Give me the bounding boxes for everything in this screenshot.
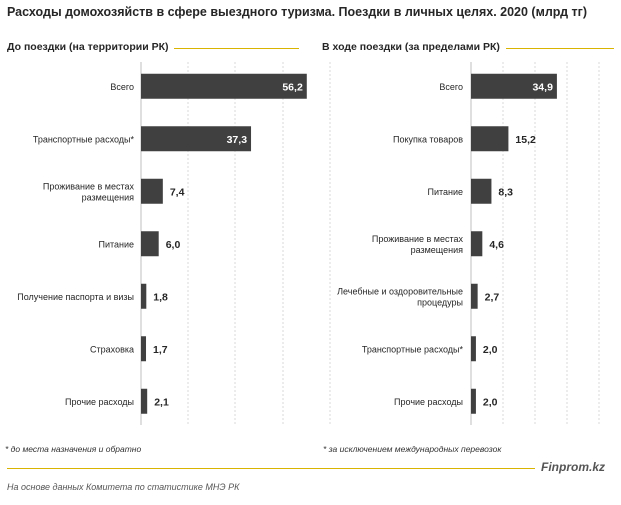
left-bar (141, 178, 163, 204)
left-category-label: Всего (110, 82, 134, 92)
left-category-label: Проживание в местах (43, 181, 135, 191)
left-panel-title: До поездки (на территории РК) (7, 41, 175, 53)
left-category-label: Транспортные расходы* (33, 134, 135, 144)
right-value-label: 34,9 (532, 81, 553, 93)
right-panel-title: В ходе поездки (за пределами РК) (322, 41, 506, 53)
right-category-label: Лечебные и оздоровительные (337, 286, 463, 296)
left-value-label: 37,3 (227, 134, 248, 146)
right-value-label: 15,2 (515, 134, 536, 146)
right-category-label: Проживание в местах (372, 234, 464, 244)
left-bar (141, 283, 147, 309)
brand-label: Finprom.kz (541, 460, 606, 474)
source-divider (7, 468, 535, 469)
left-value-label: 2,1 (154, 396, 169, 408)
left-bar (141, 388, 148, 414)
left-bar (141, 336, 147, 362)
source-note: На основе данных Комитета по статистике … (7, 482, 240, 492)
left-bar (141, 126, 252, 152)
left-value-label: 7,4 (170, 186, 185, 198)
left-category-label: Получение паспорта и визы (17, 292, 134, 302)
right-bar (471, 73, 557, 99)
right-category-label: Прочие расходы (394, 397, 463, 407)
right-category-label: Покупка товаров (393, 134, 463, 144)
right-value-label: 2,0 (483, 396, 498, 408)
right-value-label: 2,0 (483, 344, 498, 356)
right-bar (471, 126, 509, 152)
right-bar (471, 283, 478, 309)
right-category-label: Всего (439, 82, 463, 92)
chart-title: Расходы домохозяйств в сфере выездного т… (7, 5, 588, 19)
left-bar (141, 73, 307, 99)
left-bar (141, 231, 159, 257)
right-bar (471, 178, 492, 204)
right-value-label: 4,6 (489, 239, 504, 251)
right-category-label: Транспортные расходы* (362, 344, 464, 354)
right-bar (471, 336, 476, 362)
left-footnote: * до места назначения и обратно (5, 444, 142, 454)
left-category-label: Питание (98, 239, 134, 249)
right-bar (471, 231, 483, 257)
left-category-label: размещения (82, 192, 135, 202)
right-value-label: 8,3 (498, 186, 513, 198)
left-value-label: 56,2 (282, 81, 303, 93)
left-value-label: 6,0 (166, 239, 181, 251)
left-value-label: 1,7 (153, 344, 168, 356)
right-bar (471, 388, 476, 414)
right-value-label: 2,7 (485, 291, 500, 303)
left-category-label: Прочие расходы (65, 397, 134, 407)
right-footnote: * за исключением международных перевозок (323, 444, 502, 454)
right-category-label: процедуры (417, 297, 463, 307)
right-category-label: Питание (427, 187, 463, 197)
left-value-label: 1,8 (153, 291, 168, 303)
right-category-label: размещения (411, 245, 464, 255)
left-category-label: Страховка (90, 344, 134, 354)
